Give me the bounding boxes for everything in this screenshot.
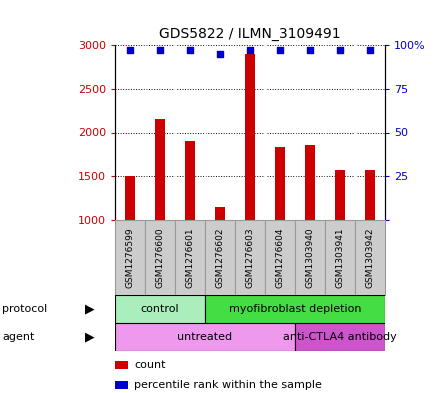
Text: untreated: untreated (177, 332, 233, 342)
Text: ▶: ▶ (85, 331, 95, 343)
Title: GDS5822 / ILMN_3109491: GDS5822 / ILMN_3109491 (159, 27, 341, 41)
Text: GSM1276599: GSM1276599 (125, 227, 135, 288)
Bar (145, 220, 175, 295)
Bar (115, 220, 145, 295)
Text: myofibroblast depletion: myofibroblast depletion (229, 304, 361, 314)
Bar (295, 323, 385, 351)
Bar (305, 145, 315, 220)
Text: agent: agent (2, 332, 34, 342)
Bar (325, 220, 355, 295)
Text: GSM1276601: GSM1276601 (186, 227, 194, 288)
Bar (235, 220, 265, 295)
Bar (205, 220, 235, 295)
Bar (155, 119, 165, 220)
Bar (355, 220, 385, 295)
Text: control: control (141, 304, 180, 314)
Bar (275, 147, 285, 220)
Bar (115, 361, 128, 369)
Text: GSM1303942: GSM1303942 (366, 227, 374, 288)
Bar (115, 323, 295, 351)
Bar (115, 295, 205, 323)
Text: anti-CTLA4 antibody: anti-CTLA4 antibody (283, 332, 397, 342)
Point (157, 47, 164, 53)
Bar (115, 381, 128, 389)
Point (337, 47, 344, 53)
Text: percentile rank within the sample: percentile rank within the sample (135, 380, 323, 390)
Bar (365, 170, 375, 220)
Bar (185, 141, 195, 220)
Point (216, 51, 224, 57)
Bar (295, 220, 325, 295)
Text: GSM1276600: GSM1276600 (155, 227, 165, 288)
Text: ▶: ▶ (85, 303, 95, 316)
Point (367, 47, 374, 53)
Text: count: count (135, 360, 166, 370)
Point (307, 47, 314, 53)
Point (126, 47, 133, 53)
Point (187, 47, 194, 53)
Text: GSM1276602: GSM1276602 (216, 227, 224, 288)
Bar (245, 54, 255, 220)
Text: GSM1303940: GSM1303940 (305, 227, 315, 288)
Text: protocol: protocol (2, 304, 47, 314)
Bar (125, 176, 135, 220)
Bar (265, 220, 295, 295)
Point (276, 47, 283, 53)
Bar (175, 220, 205, 295)
Text: GSM1303941: GSM1303941 (335, 227, 345, 288)
Bar (335, 170, 345, 220)
Bar (215, 207, 225, 220)
Point (246, 47, 253, 53)
Bar (205, 295, 385, 323)
Text: GSM1276603: GSM1276603 (246, 227, 254, 288)
Text: GSM1276604: GSM1276604 (275, 227, 285, 288)
